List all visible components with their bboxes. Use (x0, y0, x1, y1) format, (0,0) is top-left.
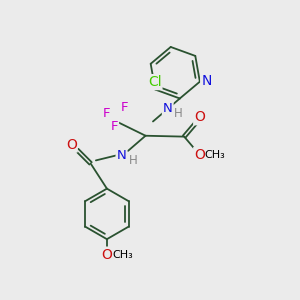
Text: H: H (174, 107, 183, 120)
Text: O: O (194, 148, 205, 162)
Text: CH₃: CH₃ (204, 150, 225, 160)
Text: Cl: Cl (148, 75, 161, 89)
Text: H: H (128, 154, 137, 166)
Text: F: F (111, 120, 118, 133)
Text: O: O (66, 138, 77, 152)
Text: F: F (121, 101, 128, 114)
Text: O: O (101, 248, 112, 262)
Text: CH₃: CH₃ (113, 250, 134, 260)
Text: N: N (163, 102, 172, 115)
Text: F: F (103, 107, 110, 120)
Text: O: O (194, 110, 205, 124)
Text: N: N (117, 148, 126, 162)
Text: N: N (201, 74, 212, 88)
